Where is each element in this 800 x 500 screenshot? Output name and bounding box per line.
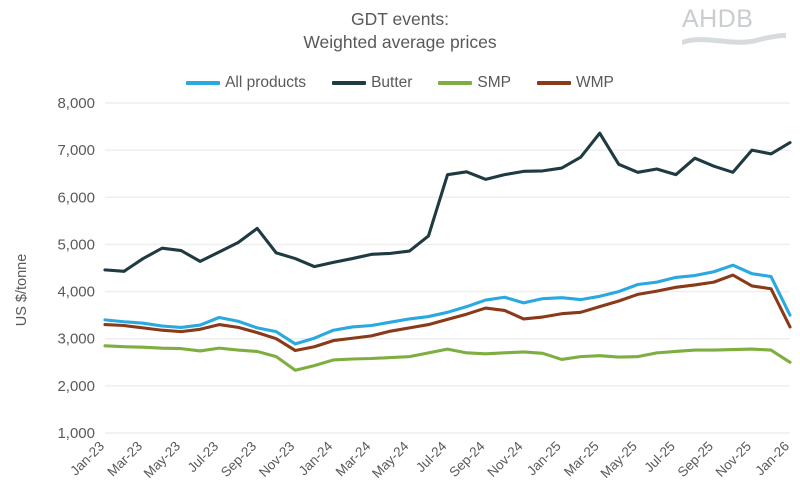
legend-label-all-products: All products: [225, 74, 307, 91]
x-axis-tick-label: May-23: [141, 439, 183, 481]
legend-item-all-products[interactable]: All products: [186, 74, 306, 92]
x-axis-tick-label: May-25: [597, 439, 639, 481]
x-axis-tick-label: Nov-24: [484, 438, 526, 480]
x-axis-tick-label: Mar-25: [561, 439, 602, 480]
legend-item-smp[interactable]: SMP: [438, 74, 511, 92]
y-axis-tick-label: 7,000: [57, 142, 95, 159]
legend-label-wmp: WMP: [576, 74, 614, 91]
legend-swatch-butter: [332, 81, 367, 85]
y-axis-tick-label: 5,000: [57, 236, 95, 253]
y-axis-tick-label: 4,000: [57, 284, 95, 301]
ahdb-logo: AHDB: [682, 6, 786, 46]
y-axis-tick-label: 1,000: [57, 425, 95, 442]
title-line-2: Weighted average prices: [303, 32, 497, 52]
x-axis-tick-label: Nov-23: [256, 439, 297, 480]
y-axis-title: US $/tonne: [14, 254, 30, 327]
y-axis-tick-label: 6,000: [57, 189, 95, 206]
legend-label-butter: Butter: [371, 74, 413, 91]
x-axis-tick-label: Jan-23: [67, 439, 107, 479]
legend-swatch-all-products: [186, 81, 221, 85]
x-axis-tick-label: Mar-23: [104, 439, 145, 480]
title-line-1: GDT events:: [351, 9, 449, 29]
x-axis-tick-label: Nov-25: [713, 439, 754, 480]
x-axis-tick-label: Sep-24: [446, 438, 488, 480]
ahdb-wave-icon: [682, 33, 786, 45]
logo-text: AHDB: [682, 5, 754, 33]
x-axis-tick-label: Jan-24: [296, 438, 336, 478]
x-axis-tick-label: Sep-25: [675, 439, 716, 480]
x-axis-tick-label: Jan-25: [524, 439, 564, 479]
x-axis-tick-label: Jul-25: [641, 439, 678, 476]
legend-item-butter[interactable]: Butter: [332, 74, 412, 92]
x-axis-tick-label: Sep-23: [218, 439, 259, 480]
x-axis-tick-label: Jul-24: [413, 438, 450, 475]
page-title: GDT events: Weighted average prices: [0, 8, 800, 54]
series-line-butter: [103, 131, 792, 273]
x-axis-tick-label: Mar-24: [333, 438, 374, 479]
y-axis-tick-label: 8,000: [57, 95, 95, 112]
legend-swatch-wmp: [537, 81, 572, 85]
y-axis-tick-labels: 1,000 2,000 3,000 4,000 5,000 6,000 7,000 8,000: [57, 95, 95, 442]
legend-item-wmp[interactable]: WMP: [537, 74, 614, 92]
x-axis-tick-label: May-24: [369, 438, 412, 481]
series-line-all-products: [103, 263, 792, 346]
series-line-wmp: [103, 273, 792, 353]
y-axis-tick-label: 3,000: [57, 331, 95, 348]
legend-label-smp: SMP: [477, 74, 512, 91]
y-axis-tick-label: 2,000: [57, 378, 95, 395]
series-line-smp: [103, 344, 792, 372]
chart-legend: All products Butter SMP WMP: [0, 74, 800, 92]
data-series-group: [103, 131, 792, 372]
gridlines: [105, 102, 790, 434]
x-axis-tick-label: Jul-23: [185, 439, 222, 476]
legend-swatch-smp: [438, 81, 473, 85]
x-axis-tick-label: Jan-26: [752, 439, 792, 479]
